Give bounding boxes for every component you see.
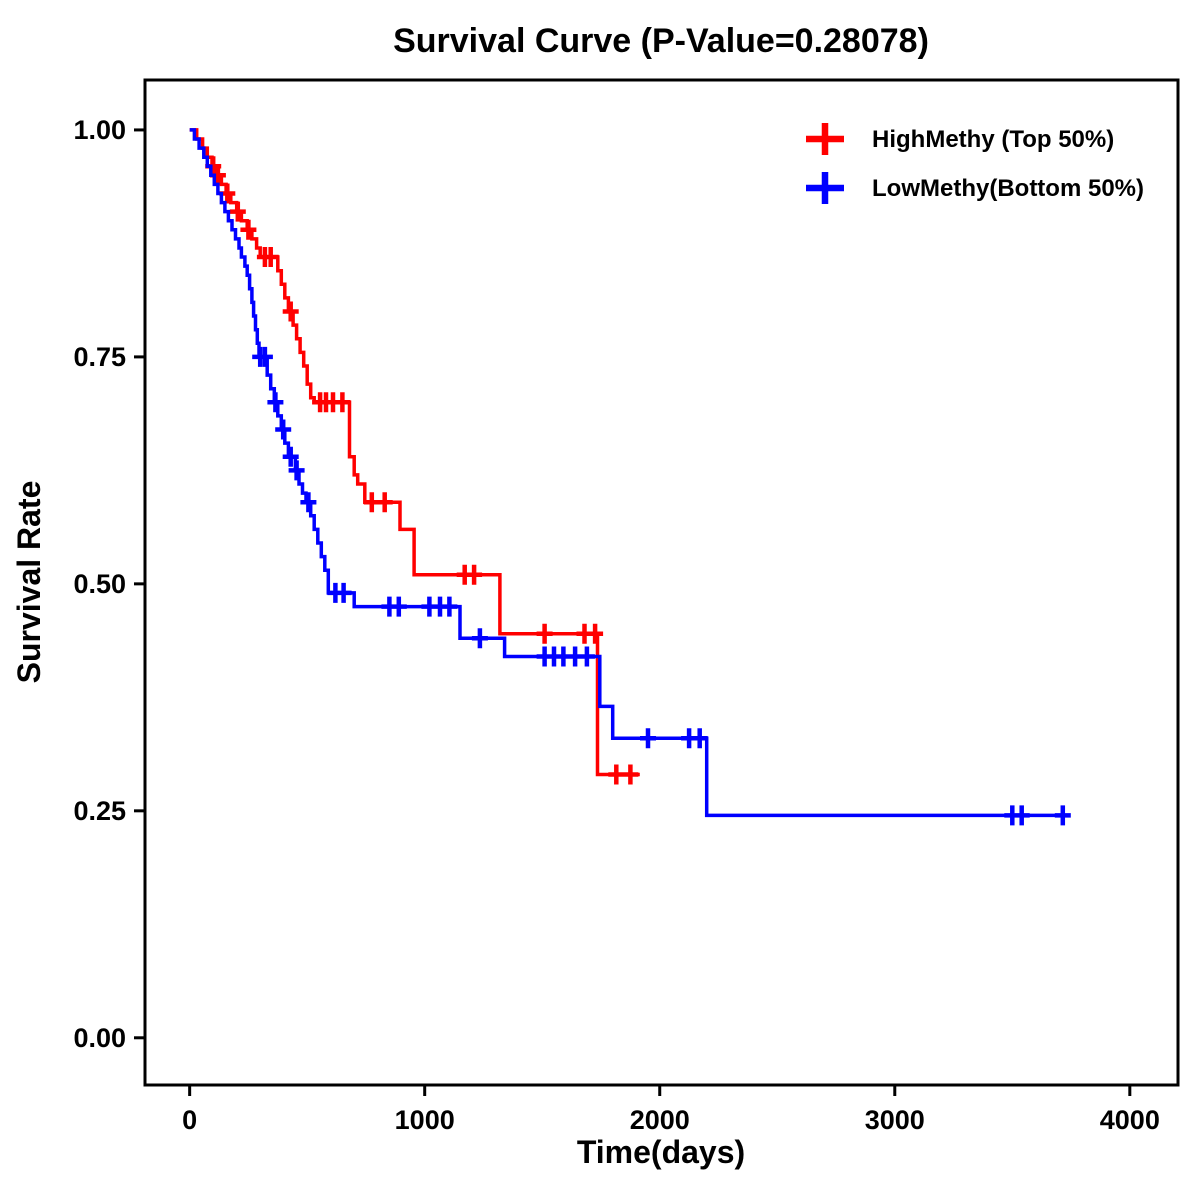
y-tick-label: 0.25 xyxy=(73,796,126,826)
legend-plus-icon xyxy=(806,172,844,204)
chart-title: Survival Curve (P-Value=0.28078) xyxy=(393,22,929,60)
x-tick-label: 1000 xyxy=(395,1105,455,1135)
censor-marks-lowmethy xyxy=(252,346,1071,826)
x-axis-label: Time(days) xyxy=(577,1134,745,1170)
x-tick-label: 4000 xyxy=(1100,1105,1160,1135)
y-tick-label: 0.75 xyxy=(73,342,126,372)
y-tick-label: 0.50 xyxy=(73,569,126,599)
x-tick-label: 2000 xyxy=(630,1105,690,1135)
y-axis-label: Survival Rate xyxy=(11,481,47,684)
x-tick-label: 3000 xyxy=(865,1105,925,1135)
plot-layer: 0 1000 2000 3000 4000 0.00 0.25 0.50 0.75 1.00 xyxy=(73,78,1180,1135)
legend: HighMethy (Top 50%) LowMethy(Bottom 50%) xyxy=(806,123,1144,204)
legend-label: LowMethy(Bottom 50%) xyxy=(872,175,1144,202)
legend-label: HighMethy (Top 50%) xyxy=(872,126,1114,153)
legend-plus-icon xyxy=(806,123,844,155)
x-tick-label: 0 xyxy=(182,1105,197,1135)
y-tick-label: 1.00 xyxy=(73,115,126,145)
plot-border xyxy=(143,78,1180,1087)
censor-marks-highmethy xyxy=(205,156,639,785)
y-tick-label: 0.00 xyxy=(73,1023,126,1053)
survival-curve-lowmethy xyxy=(189,128,1068,818)
survival-curve-highmethy xyxy=(189,128,640,777)
